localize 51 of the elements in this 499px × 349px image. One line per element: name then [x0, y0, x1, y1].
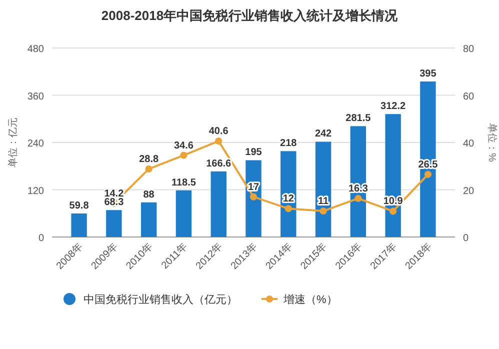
- data-label: 12: [282, 194, 294, 205]
- point: [284, 205, 292, 212]
- bar: [246, 160, 262, 237]
- y2-tick-label: 60: [463, 91, 475, 102]
- data-label: 17: [248, 182, 260, 193]
- data-label: 14.2: [104, 188, 124, 200]
- chart-title: 2008-2018年中国免税行业销售收入统计及增长情况: [101, 8, 399, 23]
- point: [424, 170, 432, 178]
- data-label: 59.8: [69, 200, 90, 212]
- bar: [420, 81, 436, 237]
- bar: [176, 190, 192, 237]
- legend-label: 增速（%）: [282, 293, 338, 306]
- point: [145, 165, 152, 173]
- data-label: 166.6: [206, 158, 232, 170]
- point: [390, 208, 397, 215]
- bar: [350, 126, 366, 237]
- data-label: 312.2: [380, 101, 406, 112]
- data-label: 118.5: [171, 177, 196, 188]
- bar: [106, 210, 122, 237]
- bar: [315, 142, 332, 237]
- data-label: 28.8: [139, 154, 159, 165]
- data-label: 195: [245, 147, 262, 158]
- bar: [140, 202, 157, 237]
- data-label: 11: [318, 196, 330, 208]
- y-tick-label: 360: [27, 91, 44, 102]
- point: [354, 194, 362, 202]
- data-label: 395: [420, 68, 437, 80]
- data-label: 34.6: [174, 140, 194, 152]
- y-axis-title: 单位：亿元: [7, 118, 19, 168]
- bar: [71, 213, 87, 237]
- point: [215, 138, 222, 145]
- y2-axis-title: 单位：%: [486, 123, 498, 162]
- data-label: 88: [143, 189, 155, 200]
- y-tick-label: 240: [27, 138, 44, 150]
- data-label: 281.5: [346, 113, 372, 124]
- data-label: 242: [314, 128, 332, 140]
- y2-tick-label: 80: [463, 44, 475, 55]
- point: [320, 207, 327, 215]
- y-tick-label: 480: [27, 44, 44, 55]
- data-label: 218: [280, 138, 298, 150]
- point: [180, 152, 188, 159]
- bar: [210, 171, 226, 237]
- legend-label: 中国免税行业销售收入（亿元）: [84, 293, 238, 306]
- point: [250, 193, 258, 200]
- y2-tick-label: 20: [463, 186, 475, 197]
- bar: [385, 114, 401, 237]
- data-label: 40.6: [208, 126, 229, 138]
- y2-tick-label: 40: [463, 138, 475, 150]
- y-tick-label: 120: [27, 186, 44, 197]
- y-tick-label: 0: [38, 233, 44, 244]
- y2-tick-label: 0: [463, 233, 469, 244]
